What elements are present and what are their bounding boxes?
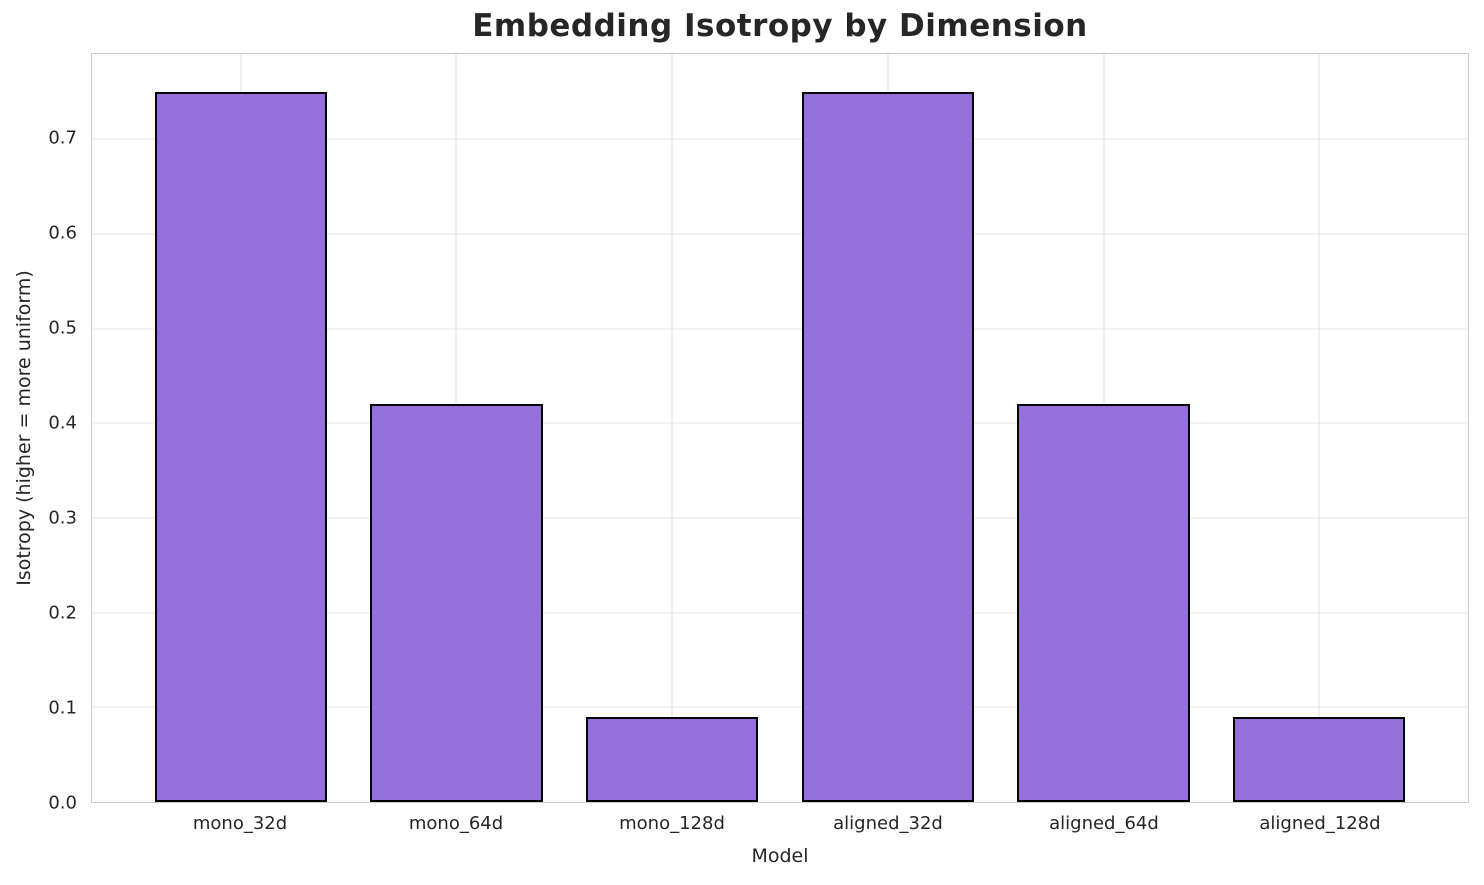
chart-title: Embedding Isotropy by Dimension	[472, 8, 1088, 44]
y-tick-label: 0.2	[48, 602, 77, 624]
bar-mono_64d	[370, 404, 543, 802]
y-tick-label: 0.4	[48, 412, 77, 434]
bar-mono_128d	[585, 716, 759, 802]
y-tick-label: 0.1	[48, 697, 77, 719]
horizontal-gridline	[92, 422, 1468, 424]
bar-aligned_64d	[1017, 404, 1190, 802]
bar-mono_32d	[154, 91, 328, 802]
y-tick-label: 0.0	[48, 792, 77, 814]
horizontal-gridline	[92, 612, 1468, 614]
y-tick-label: 0.6	[48, 222, 77, 244]
plot-area	[91, 53, 1469, 803]
horizontal-gridline	[92, 328, 1468, 330]
bar-aligned_32d	[801, 91, 975, 802]
vertical-gridline	[1318, 54, 1320, 802]
y-tick-label: 0.3	[48, 507, 77, 529]
x-tick-label-aligned_64d: aligned_64d	[1049, 813, 1159, 834]
horizontal-gridline	[92, 706, 1468, 708]
y-axis-tick-labels: 0.0 0.1 0.2 0.3 0.4 0.5 0.6 0.7	[0, 53, 83, 814]
x-axis-tick-labels: mono_32d mono_64d mono_128d aligned_32d alig…	[91, 813, 1469, 841]
y-tick-label: 0.7	[48, 127, 77, 149]
x-tick-label-mono_128d: mono_128d	[619, 813, 725, 834]
horizontal-gridline	[92, 233, 1468, 235]
x-axis-label: Model	[751, 845, 809, 867]
vertical-gridline	[671, 54, 673, 802]
x-tick-label-aligned_32d: aligned_32d	[833, 813, 943, 834]
horizontal-gridline	[92, 138, 1468, 140]
x-tick-label-aligned_128d: aligned_128d	[1259, 813, 1381, 834]
bar-aligned_128d	[1232, 716, 1406, 802]
horizontal-gridline	[92, 517, 1468, 519]
x-tick-label-mono_32d: mono_32d	[192, 813, 288, 834]
y-tick-label: 0.5	[48, 317, 77, 339]
x-tick-label-mono_64d: mono_64d	[408, 813, 504, 834]
